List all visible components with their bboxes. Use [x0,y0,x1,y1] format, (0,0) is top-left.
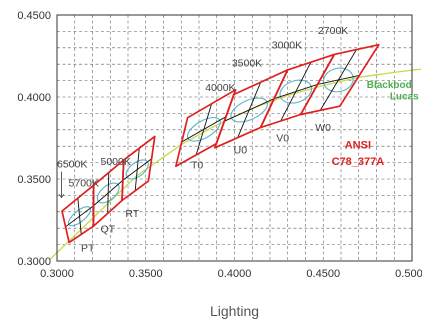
plot-frame [56,14,413,262]
cct-label: 5700K [69,177,99,189]
ansi-quadrangles [61,43,380,244]
step-label: PT [81,243,95,255]
y-tick-label: 0.3000 [17,256,51,268]
quadrangle-5000K [121,135,156,202]
quad-sub-line [181,116,227,143]
quad-sub-line [65,205,94,228]
quad-sub-line [317,74,360,85]
blackbody-locus-label: Blackbod [367,80,412,91]
quad-outline [299,43,380,116]
x-axis-title: Lighting [210,303,259,319]
cct-pointer-arrowhead [58,194,65,199]
step-label: T0 [191,160,203,172]
x-tick-label: 0.5000 [395,268,422,280]
quad-outline [121,135,156,202]
quad-sub-line [273,84,318,100]
cct-label: 4000K [205,82,235,94]
cct-label: 3500K [232,57,262,69]
y-tick-label: 0.3500 [17,174,51,186]
quadrangle-2700K [299,43,380,116]
cct-label: 6500K [57,159,87,171]
quad-sub-line [122,158,152,181]
step-label: V0 [276,132,289,144]
step-label: U0 [234,145,248,157]
cct-label: 3000K [272,40,302,52]
x-tick-label: 0.3500 [129,268,163,280]
tick-labels: 0.3000 0.3500 0.4000 0.4500 0.5000 0.3000 0.35… [17,10,422,280]
x-tick-label: 0.4000 [218,268,252,280]
step-label: RT [125,208,139,220]
ansi-annotation-line-2: C78_377A [332,156,385,168]
x-tick-label: 0.3000 [40,268,74,280]
ansi-annotation-line-1: ANSI [345,140,371,152]
cct-label: 2700K [318,25,348,37]
y-tick-label: 0.4500 [17,10,51,22]
step-label: QT [100,223,115,235]
y-tick-label: 0.4000 [17,92,51,104]
quad-sub-line [224,98,275,122]
step-label: W0 [315,122,331,134]
macadam-ellipse [67,206,92,227]
blackbody-locus-sublabel: Lucas [390,92,419,103]
quadrangle-3500K [213,69,289,149]
cct-label: 5000K [100,156,130,168]
quad-sub-line [93,179,124,207]
x-tick-label: 0.4500 [306,268,340,280]
grid-lines [57,15,412,261]
